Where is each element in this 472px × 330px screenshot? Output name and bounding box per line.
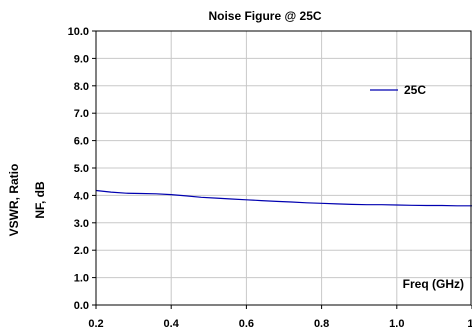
y-tick-label: 9.0 bbox=[74, 53, 89, 65]
y-axis-label-line-1: VSWR, Ratio bbox=[7, 164, 21, 237]
y-axis-label: VSWR, Ratio NF, dB bbox=[7, 164, 47, 237]
y-axis-ticks: 0.0 1.0 2.0 3.0 4.0 5.0 6.0 7.0 8.0 9.0 10.0 bbox=[68, 26, 96, 312]
y-tick-label: 10.0 bbox=[68, 26, 89, 38]
x-tick-label: 0.6 bbox=[239, 318, 254, 330]
y-tick-label: 6.0 bbox=[74, 136, 89, 148]
series-line-25c bbox=[95, 189, 472, 207]
x-tick-label: 1.0 bbox=[389, 318, 404, 330]
y-tick-label: 1.0 bbox=[74, 273, 89, 285]
x-axis-label: Freq (GHz) bbox=[403, 277, 464, 291]
y-tick-label: 2.0 bbox=[74, 245, 89, 257]
x-axis-ticks: 0.2 0.4 0.6 0.8 1.0 1. bbox=[88, 305, 472, 330]
y-tick-label: 7.0 bbox=[74, 108, 89, 120]
legend: 25C bbox=[370, 83, 426, 97]
x-tick-label: 0.2 bbox=[88, 318, 103, 330]
y-tick-label: 0.0 bbox=[74, 300, 89, 312]
x-tick-label: 1. bbox=[467, 318, 472, 330]
grid-lines bbox=[96, 31, 472, 305]
y-tick-label: 8.0 bbox=[74, 81, 89, 93]
y-tick-label: 4.0 bbox=[74, 190, 89, 202]
y-tick-label: 3.0 bbox=[74, 218, 89, 230]
x-tick-label: 0.8 bbox=[314, 318, 329, 330]
x-tick-label: 0.4 bbox=[164, 318, 180, 330]
y-axis-label-line-2: NF, dB bbox=[33, 181, 47, 219]
plot-frame bbox=[95, 30, 472, 306]
chart-title: Noise Figure @ 25C bbox=[208, 9, 321, 23]
legend-label-25c: 25C bbox=[404, 83, 426, 97]
y-tick-label: 5.0 bbox=[74, 163, 89, 175]
series-group bbox=[95, 189, 472, 207]
